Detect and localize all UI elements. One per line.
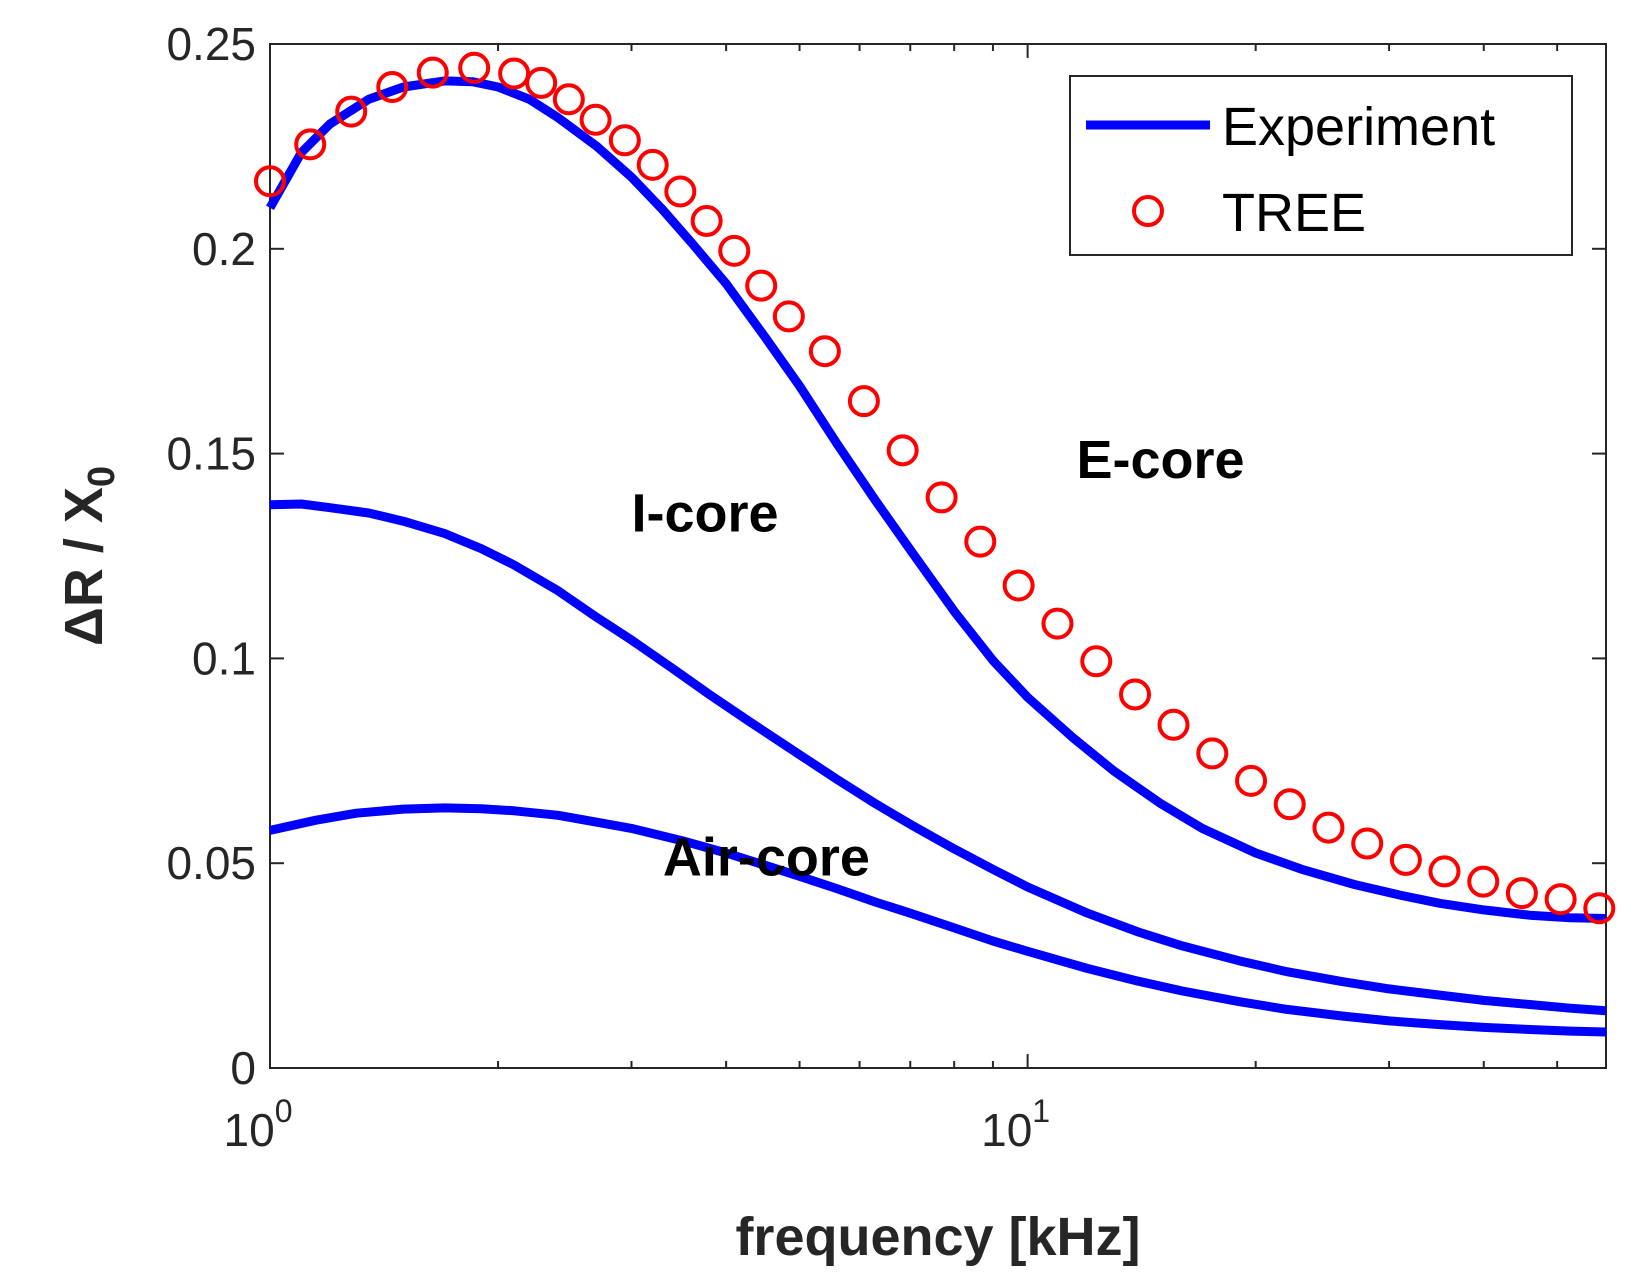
- y-axis-title-main: ΔR / X: [54, 487, 114, 646]
- x-tick-labels: 100 101: [224, 1093, 1051, 1156]
- data-point-e-core-tree: [1544, 883, 1577, 916]
- x-tick-label-base: 10: [224, 1104, 275, 1156]
- data-point-e-core-tree: [808, 335, 841, 368]
- data-point-e-core-tree: [886, 434, 919, 467]
- annotation-i-core: I-core: [631, 483, 778, 543]
- annotation-e-core: E-core: [1076, 430, 1244, 490]
- data-point-e-core-tree: [579, 103, 612, 136]
- data-point-e-core-tree: [525, 66, 558, 99]
- data-point-e-core-tree: [608, 124, 641, 157]
- data-point-e-core-tree: [1196, 737, 1229, 770]
- data-point-e-core-tree: [1389, 843, 1422, 876]
- y-tick-labels: 0 0.05 0.1 0.15 0.2 0.25: [166, 18, 256, 1094]
- y-axis-title: ΔR / X0: [54, 466, 123, 646]
- ticks: [269, 43, 1606, 1069]
- data-point-e-core-tree: [1428, 855, 1461, 888]
- data-point-e-core-tree: [690, 204, 723, 237]
- y-tick-label: 0.2: [192, 223, 256, 275]
- series-line-air-core: [269, 803, 1607, 1037]
- legend-experiment-label: Experiment: [1222, 97, 1495, 157]
- data-point-e-core-tree: [1080, 645, 1113, 678]
- annotation-air-core: Air-core: [663, 827, 870, 887]
- legend: Experiment TREE: [1069, 75, 1573, 256]
- data-point-e-core-tree: [498, 57, 531, 90]
- data-point-e-core-tree: [552, 83, 585, 116]
- x-tick-label-exponent: 0: [275, 1093, 293, 1129]
- x-tick-label-exponent: 1: [1032, 1093, 1050, 1129]
- y-axis-title-subscript: 0: [81, 466, 123, 487]
- data-point-e-core-tree: [1041, 607, 1074, 640]
- data-point-e-core-tree: [745, 269, 778, 302]
- y-tick-label: 0.05: [166, 837, 256, 889]
- data-point-e-core-tree: [1157, 708, 1190, 741]
- data-point-e-core-tree: [1002, 569, 1035, 602]
- data-point-e-core-tree: [1505, 877, 1538, 910]
- x-tick-label-base: 10: [981, 1104, 1032, 1156]
- data-point-e-core-tree: [664, 175, 697, 208]
- y-tick-label: 0.1: [192, 632, 256, 684]
- data-point-e-core-tree: [1312, 811, 1345, 844]
- x-axis-title: frequency [kHz]: [735, 1207, 1140, 1267]
- data-point-e-core-tree: [847, 385, 880, 418]
- legend-tree-swatch: [1132, 195, 1164, 227]
- data-point-e-core-tree: [1583, 892, 1616, 925]
- data-point-e-core-tree: [335, 95, 368, 128]
- data-point-e-core-tree: [458, 51, 491, 84]
- data-point-e-core-tree: [1273, 788, 1306, 821]
- x-tick-label: 101: [981, 1093, 1050, 1156]
- data-point-e-core-tree: [718, 234, 751, 267]
- y-tick-label: 0.15: [166, 428, 256, 480]
- data-point-e-core-tree: [376, 71, 409, 104]
- data-point-e-core-tree: [964, 525, 997, 558]
- x-tick-label: 100: [224, 1093, 293, 1156]
- data-point-e-core-tree: [1119, 678, 1152, 711]
- data-point-e-core-tree: [416, 56, 449, 89]
- data-point-e-core-tree: [294, 128, 327, 161]
- data-point-e-core-tree: [1467, 865, 1500, 898]
- data-point-e-core-tree: [636, 148, 669, 181]
- data-point-e-core-tree: [772, 300, 805, 333]
- y-tick-label: 0.25: [166, 18, 256, 70]
- data-point-e-core-tree: [1351, 827, 1384, 860]
- legend-tree-label: TREE: [1222, 183, 1366, 243]
- data-point-e-core-tree: [254, 165, 286, 198]
- data-point-e-core-tree: [925, 481, 958, 514]
- y-tick-label: 0: [230, 1042, 256, 1094]
- series-line-i-core: [269, 499, 1607, 1016]
- data-point-e-core-tree: [1235, 764, 1268, 797]
- series-markers: [254, 51, 1616, 925]
